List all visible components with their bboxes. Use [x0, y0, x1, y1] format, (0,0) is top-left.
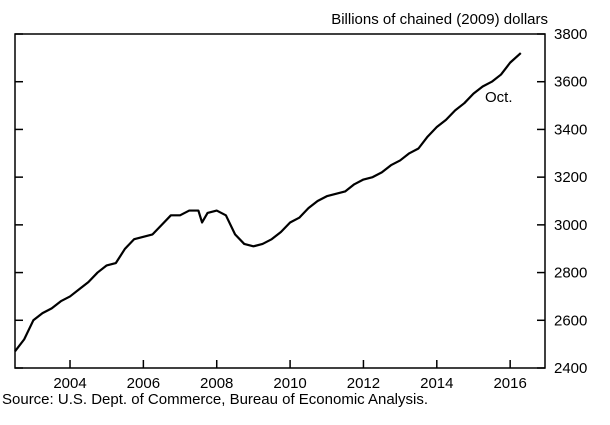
y-tick-label: 3000: [554, 217, 587, 234]
y-tick-label: 2600: [554, 312, 587, 329]
y-tick-label: 2400: [554, 360, 587, 377]
annotation: Oct.: [485, 89, 513, 106]
y-tick-label: 3600: [554, 74, 587, 91]
data-line: [14, 52, 522, 352]
x-tick-label: 2012: [347, 375, 380, 392]
plot-frame: [14, 33, 546, 369]
y-tick-label: 3800: [554, 26, 587, 43]
y-tick-label: 2800: [554, 265, 587, 282]
x-tick-label: 2006: [127, 375, 160, 392]
source-note: Source: U.S. Dept. of Commerce, Bureau o…: [2, 391, 429, 408]
x-tick-label: 2010: [273, 375, 306, 392]
x-tick-label: 2008: [200, 375, 233, 392]
x-tick-label: 2014: [420, 375, 453, 392]
x-tick-label: 2016: [493, 375, 526, 392]
y-tick-label: 3200: [554, 169, 587, 186]
y-tick-label: 3400: [554, 121, 587, 138]
y-axis-label: Billions of chained (2009) dollars: [331, 11, 548, 28]
chart: Billions of chained (2009) dollars Oct. …: [14, 11, 587, 392]
x-tick-label: 2004: [53, 375, 86, 392]
